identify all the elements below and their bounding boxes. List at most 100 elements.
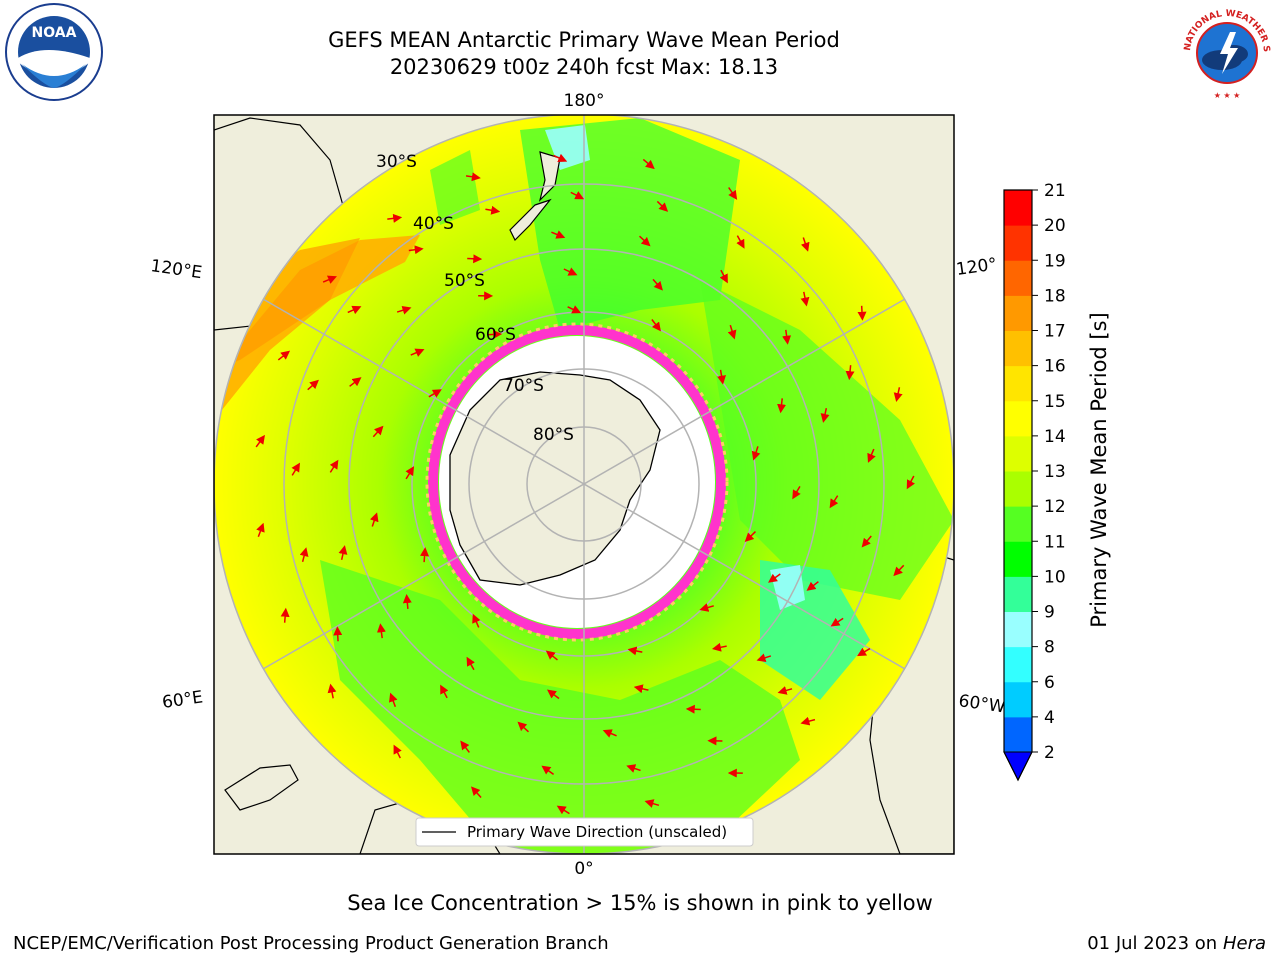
colorbar: 2 4 6 8 9 10 11 12 13 14 15 16 17 18 19 20 21 bbox=[1003, 181, 1066, 782]
noaa-logo-text: NOAA bbox=[32, 25, 77, 41]
wave-direction-arrow bbox=[327, 683, 337, 699]
colorbar-tick-label: 4 bbox=[1044, 708, 1055, 728]
colorbar-label: Primary Wave Mean Period [s] bbox=[1087, 312, 1111, 628]
wave-direction-arrow bbox=[777, 398, 787, 414]
wave-direction-arrow bbox=[408, 245, 424, 255]
wave-direction-arrow bbox=[467, 254, 483, 264]
colorbar-swatch bbox=[1004, 681, 1032, 718]
map-frame bbox=[213, 114, 955, 855]
wave-direction-arrow bbox=[277, 350, 291, 361]
wave-direction-arrow bbox=[893, 564, 905, 577]
wave-direction-arrow bbox=[472, 613, 481, 628]
run-date: 01 Jul 2023 on Hera bbox=[1087, 933, 1266, 954]
wave-direction-arrow bbox=[405, 466, 415, 480]
colorbar-swatch bbox=[1004, 190, 1032, 226]
colorbar-swatch bbox=[1004, 646, 1032, 683]
wave-direction-arrow bbox=[685, 704, 701, 714]
wave-direction-arrow bbox=[656, 200, 669, 212]
nws-logo: NATIONAL WEATHER SERVICE ★ ★ ★ bbox=[1176, 2, 1276, 102]
wave-direction-arrow bbox=[420, 547, 430, 563]
lat-label-50s: 50°S bbox=[444, 271, 485, 291]
wave-direction-arrow bbox=[845, 365, 855, 381]
wave-direction-arrow bbox=[396, 305, 412, 315]
wave-direction-arrow bbox=[806, 581, 819, 591]
wave-direction-arrow bbox=[517, 721, 530, 733]
lon-label-0: 0° bbox=[574, 859, 593, 879]
wave-direction-arrow bbox=[393, 744, 402, 759]
wave-direction-arrow bbox=[487, 329, 503, 339]
wave-direction-arrow bbox=[402, 594, 412, 610]
wave-direction-arrow bbox=[627, 646, 643, 656]
wave-direction-arrow bbox=[782, 329, 792, 345]
sea-ice-caption: Sea Ice Concentration > 15% is shown in … bbox=[347, 891, 933, 915]
wave-direction-arrow bbox=[857, 647, 871, 657]
lon-label-60e: 60°E bbox=[161, 687, 204, 712]
machine-name: Hera bbox=[1222, 933, 1266, 954]
wave-direction-arrow bbox=[711, 642, 727, 652]
colorbar-swatch bbox=[1004, 330, 1032, 367]
wave-direction-arrow bbox=[744, 531, 757, 542]
colorbar-tick-label: 14 bbox=[1044, 427, 1066, 447]
wave-direction-arrow bbox=[338, 545, 348, 560]
colorbar-swatch bbox=[1004, 260, 1032, 296]
wave-direction-arrow bbox=[410, 348, 425, 357]
wave-direction-arrow bbox=[717, 369, 726, 385]
wave-direction-arrow bbox=[644, 799, 660, 808]
colorbar-tick-label: 10 bbox=[1044, 567, 1066, 587]
colorbar-tick-label: 11 bbox=[1044, 532, 1066, 552]
colorbar-swatch bbox=[1004, 716, 1032, 753]
wave-direction-arrow bbox=[369, 512, 379, 527]
wave-direction-arrow bbox=[800, 237, 810, 252]
wave-direction-arrow bbox=[387, 213, 403, 223]
lon-label-120e: 120°E bbox=[149, 256, 203, 283]
wave-direction-arrow bbox=[602, 729, 617, 738]
wave-direction-arrow bbox=[466, 656, 475, 671]
colorbar-swatch bbox=[1004, 541, 1032, 577]
colorbar-swatch bbox=[1004, 576, 1032, 612]
lat-label-80s: 80°S bbox=[533, 425, 574, 445]
lat-label-60s: 60°S bbox=[475, 325, 516, 345]
lat-label-40s: 40°S bbox=[413, 214, 454, 234]
wave-direction-arrow bbox=[633, 684, 649, 694]
map-title: GEFS MEAN Antarctic Primary Wave Mean Pe… bbox=[328, 28, 840, 52]
wave-direction-arrow bbox=[470, 786, 482, 798]
wave-direction-arrow bbox=[857, 305, 867, 321]
wave-direction-arrow bbox=[349, 377, 362, 387]
map-subtitle: 20230629 t00z 240h fcst Max: 18.13 bbox=[389, 55, 779, 79]
colorbar-tick-label: 19 bbox=[1044, 251, 1066, 271]
map-legend: Primary Wave Direction (unscaled) bbox=[415, 817, 754, 847]
colorbar-swatch bbox=[1004, 400, 1032, 437]
wave-direction-arrow bbox=[727, 324, 737, 340]
credit-line: NCEP/EMC/Verification Post Processing Pr… bbox=[13, 933, 609, 954]
wave-direction-arrow bbox=[800, 291, 810, 307]
wave-direction-arrow bbox=[699, 603, 714, 612]
colorbar-extend-triangle bbox=[1003, 751, 1033, 782]
colorbar-tick-label: 6 bbox=[1044, 673, 1055, 693]
colorbar-swatch bbox=[1004, 295, 1032, 331]
wave-direction-arrow bbox=[563, 267, 578, 276]
lon-label-60w: 60°W bbox=[957, 691, 1006, 717]
wave-direction-arrow bbox=[719, 269, 728, 284]
wave-direction-arrow bbox=[768, 573, 781, 583]
lon-label-120w: 120° bbox=[955, 254, 998, 280]
colorbar-swatch bbox=[1004, 225, 1032, 261]
colorbar-tick-label: 17 bbox=[1044, 322, 1066, 342]
colorbar-tick-label: 8 bbox=[1044, 638, 1055, 658]
wave-direction-arrow bbox=[545, 650, 558, 661]
wave-direction-arrow bbox=[800, 716, 816, 726]
wave-direction-arrow bbox=[322, 275, 337, 284]
colorbar-swatch bbox=[1004, 611, 1032, 648]
colorbar-tick-label: 13 bbox=[1044, 462, 1066, 482]
wave-direction-arrow bbox=[372, 425, 384, 438]
wave-direction-arrow bbox=[651, 319, 661, 332]
wave-direction-arrow bbox=[551, 230, 566, 239]
wave-direction-arrow bbox=[333, 626, 343, 642]
wave-direction-arrow bbox=[626, 764, 641, 773]
lat-label-30s: 30°S bbox=[376, 152, 417, 172]
colorbar-tick-label: 15 bbox=[1044, 392, 1066, 412]
wave-direction-arrow bbox=[829, 495, 839, 509]
wave-direction-arrows bbox=[255, 153, 915, 815]
wave-direction-arrow bbox=[465, 172, 481, 182]
wave-direction-arrow bbox=[329, 459, 339, 473]
